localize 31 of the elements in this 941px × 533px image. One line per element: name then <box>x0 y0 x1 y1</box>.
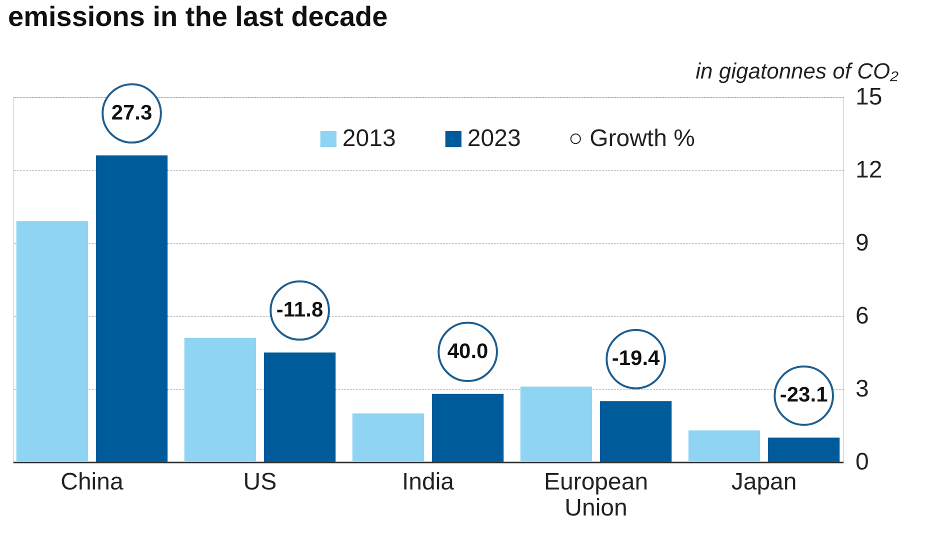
y-tick-label: 15 <box>856 84 882 110</box>
annotation: -23.1 <box>780 384 828 407</box>
annotation: 40.0 <box>447 340 488 363</box>
y-tick-label: 12 <box>856 156 882 184</box>
y-axis-title: in gigatonnes of CO₂ <box>696 58 900 84</box>
bar <box>520 386 592 462</box>
bar <box>768 438 840 462</box>
annotation: -19.4 <box>612 347 660 370</box>
y-tick-label: 6 <box>856 302 869 330</box>
x-tick-label: Japan <box>731 468 797 496</box>
annotation: ○ Growth % <box>568 125 695 152</box>
bar <box>432 394 504 462</box>
bar <box>96 155 168 462</box>
legend-label: 2023 <box>467 125 521 152</box>
bar <box>600 401 672 462</box>
x-tick-label: European Union <box>544 468 648 522</box>
x-tick-label: China <box>60 468 124 496</box>
legend-label: 2013 <box>342 125 396 152</box>
y-tick-label: 0 <box>856 448 869 476</box>
bar <box>184 338 256 462</box>
chart-title: emissions in the last decade <box>8 1 388 32</box>
bar <box>352 413 424 462</box>
y-tick-label: 3 <box>856 376 869 402</box>
x-tick-label: India <box>402 468 455 496</box>
annotation: -11.8 <box>276 298 324 322</box>
x-tick-label: US <box>243 468 277 496</box>
bar <box>688 430 760 462</box>
bar <box>16 221 88 462</box>
bar <box>264 352 336 462</box>
y-tick-label: 9 <box>856 230 869 256</box>
annotation: 27.3 <box>111 101 152 124</box>
